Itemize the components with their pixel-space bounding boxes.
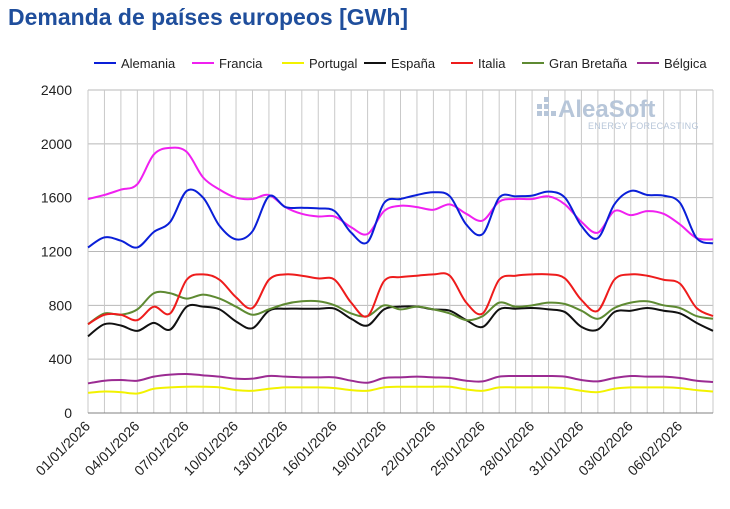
y-tick-label: 1600 — [41, 190, 72, 206]
y-tick-label: 0 — [64, 405, 72, 421]
legend-label-francia: Francia — [219, 56, 263, 71]
watermark-tagline: ENERGY FORECASTING — [588, 121, 699, 131]
series-line-portugal — [87, 385, 714, 395]
y-tick-label: 400 — [49, 351, 73, 367]
y-tick-label: 2400 — [41, 82, 72, 98]
legend-label-espana: España — [391, 56, 436, 71]
chart-title: Demanda de países europeos [GWh] — [8, 4, 409, 30]
series-line-italia — [87, 272, 714, 326]
legend-label-gran-bretana: Gran Bretaña — [549, 56, 628, 71]
series-line-belgica — [87, 372, 714, 385]
aleasoft-logo-icon — [537, 97, 556, 116]
series-line-espana — [87, 303, 714, 338]
legend-label-alemania: Alemania — [121, 56, 176, 71]
x-axis-labels: 01/01/202604/01/202607/01/202610/01/2026… — [32, 418, 685, 479]
legend-label-belgica: Bélgica — [664, 56, 707, 71]
y-tick-label: 2000 — [41, 136, 72, 152]
y-tick-label: 1200 — [41, 244, 72, 260]
series-line-gran-bretana — [87, 290, 714, 326]
watermark-brand: AleaSoft — [558, 96, 655, 123]
legend: Alemania Francia Portugal España Italia Gran … — [94, 56, 707, 71]
legend-label-italia: Italia — [478, 56, 506, 71]
grid — [87, 89, 714, 414]
series-line-alemania — [87, 188, 714, 249]
y-tick-label: 800 — [49, 297, 73, 313]
y-axis-labels: 0 400 800 1200 1600 2000 2400 — [41, 82, 72, 421]
series-lines — [87, 146, 714, 395]
watermark: AleaSoft ENERGY FORECASTING — [537, 96, 699, 131]
legend-label-portugal: Portugal — [309, 56, 358, 71]
